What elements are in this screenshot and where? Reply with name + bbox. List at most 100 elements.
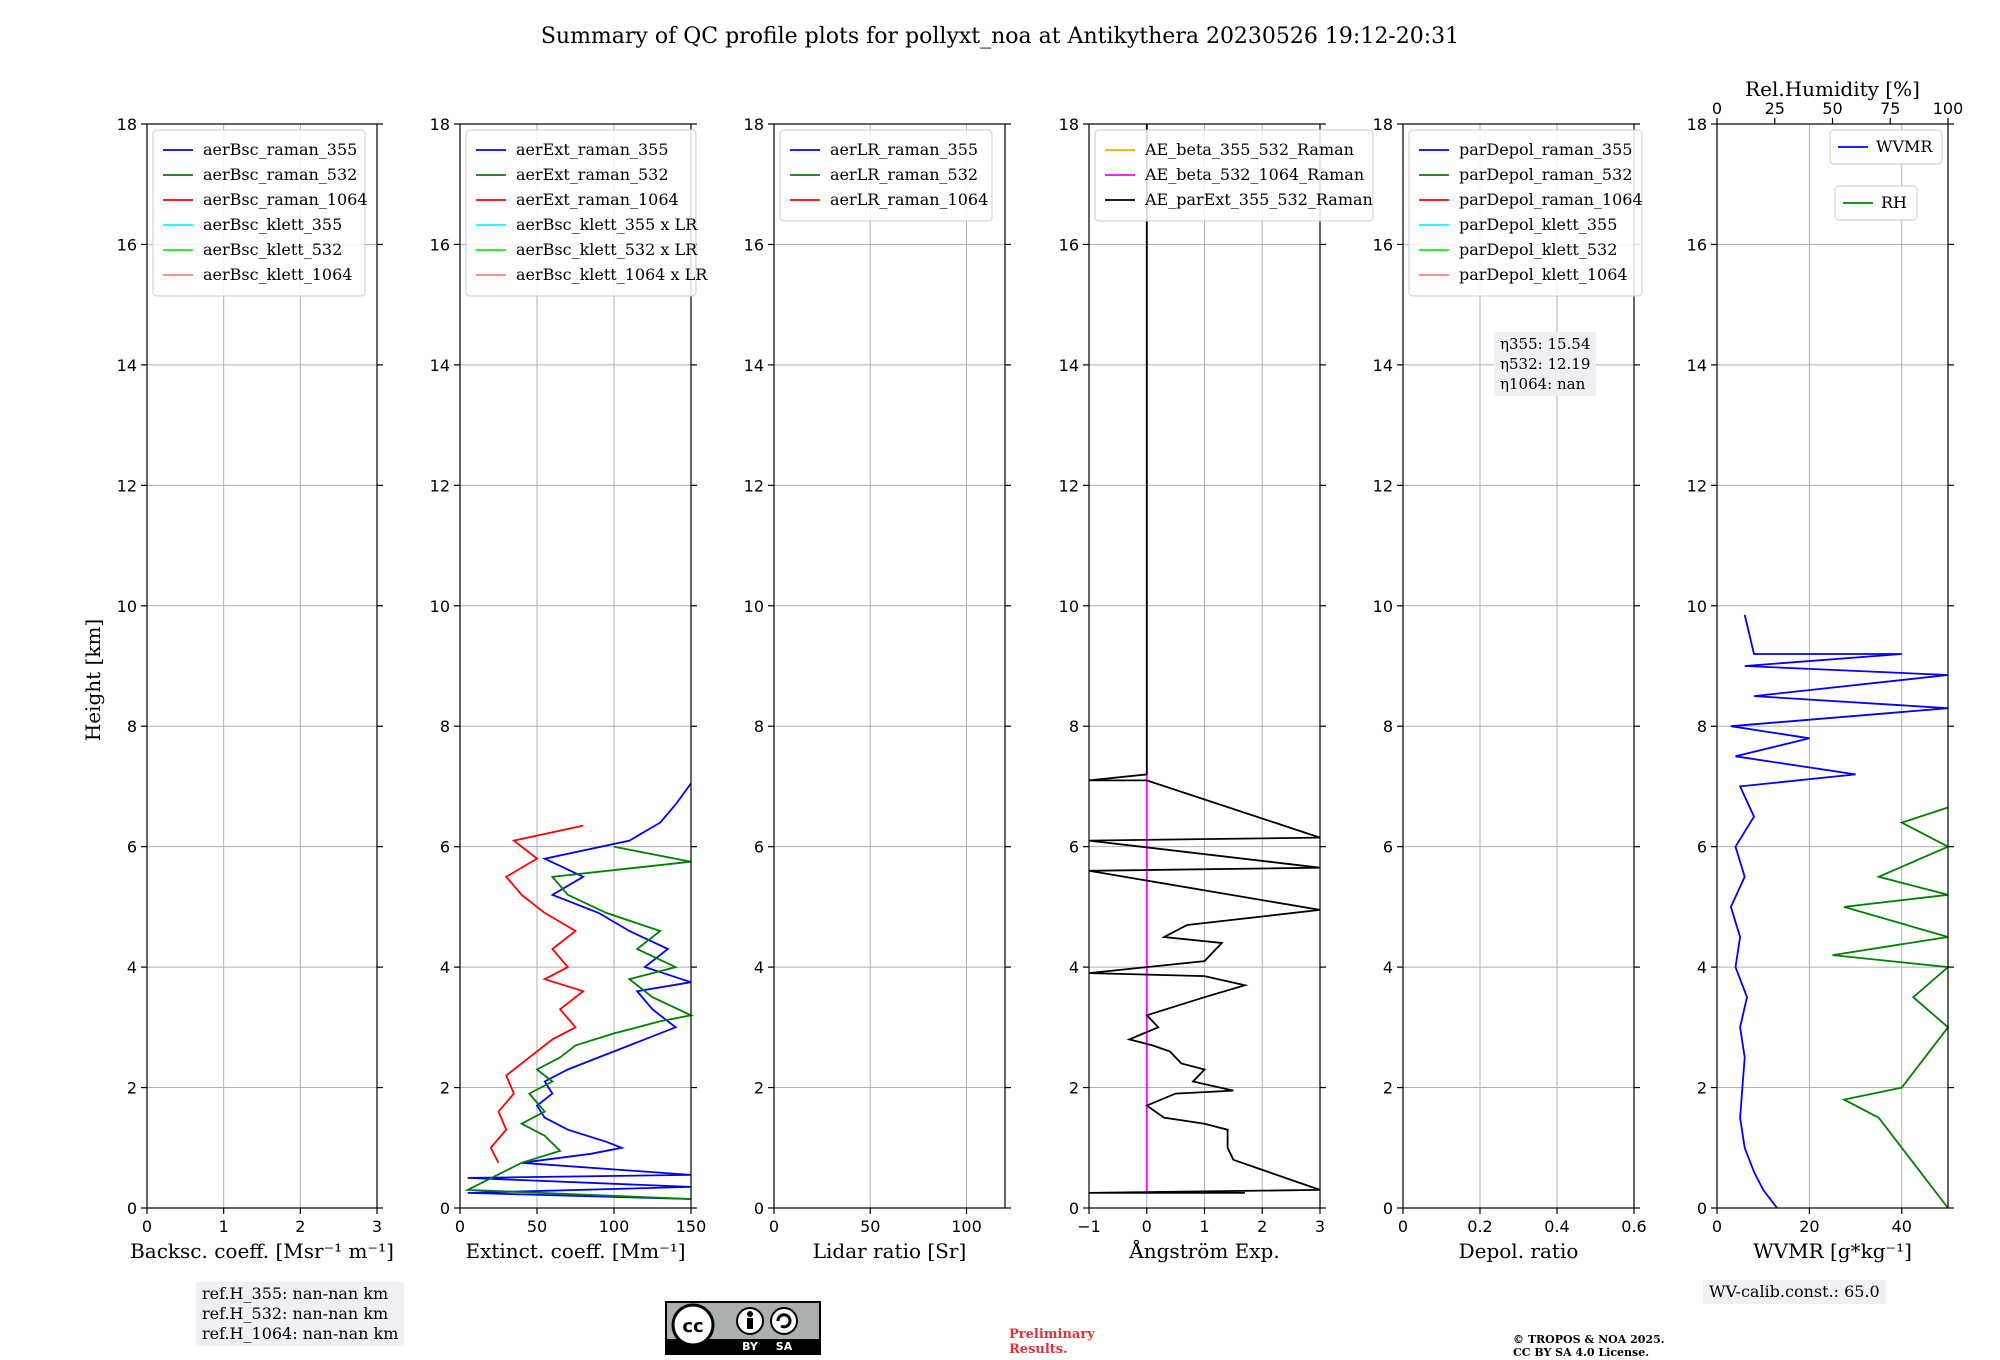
y-tick-label: 14 (744, 356, 764, 375)
legend-label: AE_parExt_355_532_Raman (1144, 190, 1373, 209)
x-tick-label: 2 (295, 1217, 305, 1236)
y-tick-label: 10 (1373, 597, 1393, 616)
series-line-aerExt_raman_532 (464, 845, 694, 1200)
y-tick-label: 12 (744, 476, 764, 495)
y-tick-label: 0 (127, 1199, 137, 1218)
y-tick-label: 12 (1687, 476, 1707, 495)
preliminary-note: Preliminary Results. (1009, 1327, 1095, 1357)
x2-tick-label: 0 (1712, 99, 1722, 118)
legend-box (1829, 129, 1943, 165)
y-tick-label: 6 (440, 838, 450, 857)
legend-label: aerBsc_klett_355 (203, 215, 342, 234)
legend-label: aerBsc_klett_1064 (203, 265, 352, 284)
y-axis-label: Height [km] (81, 619, 105, 741)
y-tick-label: 8 (1383, 717, 1393, 736)
legend-label: aerExt_raman_532 (516, 165, 669, 184)
y-tick-label: 16 (1059, 235, 1079, 254)
x-tick-label: 1 (1199, 1217, 1209, 1236)
y-tick-label: 12 (430, 476, 450, 495)
legend-label: parDepol_raman_355 (1459, 140, 1632, 159)
y-tick-label: 4 (440, 958, 450, 977)
ref-height-355: ref.H_355: nan-nan km (202, 1284, 389, 1303)
legend-label: aerBsc_raman_355 (203, 140, 357, 159)
x-tick-label: 1 (219, 1217, 229, 1236)
y-tick-label: 18 (744, 115, 764, 134)
legend-label: aerExt_raman_1064 (516, 190, 679, 209)
x-axis-label: Lidar ratio [Sr] (813, 1239, 967, 1263)
eta-values-box: η355: 15.54 η532: 12.19 η1064: nan (1494, 332, 1597, 396)
x-axis-label: Ångström Exp. (1128, 1238, 1279, 1263)
y-tick-label: 16 (117, 235, 137, 254)
by-badge-text: BY (742, 1340, 759, 1353)
copyright-note: © TROPOS & NOA 2025. CC BY SA 4.0 Licens… (1513, 1333, 1665, 1359)
ref-height-532: ref.H_532: nan-nan km (202, 1304, 389, 1323)
y-tick-label: 4 (754, 958, 764, 977)
x-tick-label: 3 (372, 1217, 382, 1236)
series-line-RH (1832, 806, 1951, 1209)
x2-tick-label: 75 (1880, 99, 1900, 118)
x-tick-label: 3 (1315, 1217, 1325, 1236)
y-tick-label: 2 (1383, 1079, 1393, 1098)
y-tick-label: 6 (754, 838, 764, 857)
x-tick-label: 0 (1398, 1217, 1408, 1236)
legend-box (465, 129, 697, 297)
x-tick-label: 100 (951, 1217, 982, 1236)
y-tick-label: 16 (1373, 235, 1393, 254)
y-tick-label: 18 (1373, 115, 1393, 134)
series-line-AE_parExt_355_532_Raman (1088, 124, 1321, 1194)
y-tick-label: 16 (430, 235, 450, 254)
legend-label: parDepol_klett_532 (1459, 240, 1617, 259)
x-tick-label: 0 (1712, 1217, 1722, 1236)
sa-badge-text: SA (776, 1340, 793, 1353)
axes-frame (459, 123, 692, 1209)
y-tick-label: 4 (1383, 958, 1393, 977)
legend-label: aerLR_raman_1064 (830, 190, 988, 209)
x2-tick-label: 50 (1822, 99, 1842, 118)
legend-label: aerLR_raman_532 (830, 165, 978, 184)
legend-label: aerBsc_klett_532 x LR (516, 240, 698, 259)
axes-frame (1402, 123, 1635, 1209)
y-tick-label: 8 (1069, 717, 1079, 736)
x-tick-label: 40 (1892, 1217, 1912, 1236)
x-tick-label: 0 (142, 1217, 152, 1236)
series-line-aerExt_raman_1064 (489, 824, 586, 1164)
legend-box (779, 129, 993, 222)
y-tick-label: 2 (440, 1079, 450, 1098)
y-tick-label: 0 (440, 1199, 450, 1218)
legend-label: parDepol_klett_355 (1459, 215, 1617, 234)
y-tick-label: 12 (117, 476, 137, 495)
eta-532: η532: 12.19 (1500, 355, 1591, 373)
y-tick-label: 12 (1373, 476, 1393, 495)
series-line-WVMR (1729, 614, 1949, 1209)
x-tick-label: 20 (1799, 1217, 1819, 1236)
x2-tick-label: 100 (1933, 99, 1964, 118)
y-tick-label: 18 (1059, 115, 1079, 134)
x-axis-label: Extinct. coeff. [Mm⁻¹] (465, 1239, 685, 1263)
preliminary-line-1: Preliminary (1009, 1327, 1095, 1342)
y-tick-label: 18 (1687, 115, 1707, 134)
legend-label: WVMR (1876, 137, 1933, 156)
y-tick-label: 8 (440, 717, 450, 736)
y-tick-label: 16 (1687, 235, 1707, 254)
wv-calibration-constant: WV-calib.const.: 65.0 (1703, 1280, 1886, 1304)
x-tick-label: 0 (1142, 1217, 1152, 1236)
x-tick-label: 0 (455, 1217, 465, 1236)
y-tick-label: 10 (1059, 597, 1079, 616)
figure-title: Summary of QC profile plots for pollyxt_… (541, 24, 1459, 49)
legend-label: parDepol_raman_532 (1459, 165, 1632, 184)
legend-label: RH (1881, 193, 1907, 212)
legend-label: AE_beta_532_1064_Raman (1144, 165, 1364, 184)
x-tick-label: −1 (1077, 1217, 1101, 1236)
legend-label: parDepol_raman_1064 (1459, 190, 1643, 209)
legend-label: parDepol_klett_1064 (1459, 265, 1628, 284)
x-axis-label: WVMR [g*kg⁻¹] (1753, 1239, 1912, 1263)
legend-label: aerLR_raman_355 (830, 140, 978, 159)
preliminary-line-2: Results. (1009, 1342, 1068, 1357)
y-tick-label: 18 (430, 115, 450, 134)
eta-1064: η1064: nan (1500, 375, 1586, 393)
copyright-line-2: CC BY SA 4.0 License. (1513, 1346, 1650, 1359)
y-tick-label: 6 (1383, 838, 1393, 857)
